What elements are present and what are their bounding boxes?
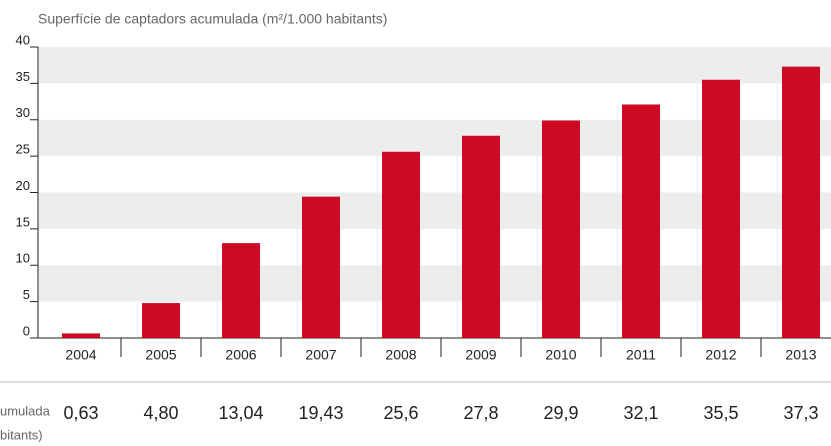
x-tick-label: 2004 <box>65 347 96 363</box>
x-tick-label: 2005 <box>145 347 176 363</box>
value-label: 29,9 <box>543 403 578 423</box>
grid-band <box>38 265 831 302</box>
value-label: 37,3 <box>783 403 818 423</box>
y-tick-label: 15 <box>16 214 30 229</box>
value-label: 0,63 <box>63 403 98 423</box>
bar <box>302 196 340 338</box>
value-label: 25,6 <box>383 403 418 423</box>
bar <box>622 104 660 338</box>
bar <box>142 303 180 338</box>
x-tick-label: 2011 <box>626 347 656 363</box>
bar <box>382 151 420 338</box>
value-label: 19,43 <box>298 403 343 423</box>
bar <box>62 333 100 338</box>
x-tick-label: 2006 <box>225 347 256 363</box>
bar <box>222 243 260 338</box>
row-label: bitants) <box>0 427 43 442</box>
bar <box>782 66 820 338</box>
x-tick-label: 2013 <box>785 347 816 363</box>
x-tick-label: 2009 <box>465 347 496 363</box>
bar <box>462 135 500 338</box>
y-tick-label: 20 <box>16 178 30 193</box>
bar <box>702 79 740 339</box>
x-tick-label: 2008 <box>385 347 416 363</box>
x-tick-label: 2010 <box>545 347 576 363</box>
y-tick-label: 10 <box>16 251 30 266</box>
x-tick-label: 2007 <box>305 347 336 363</box>
y-tick-label: 0 <box>23 323 30 338</box>
grid-bands <box>38 47 831 302</box>
value-label: 32,1 <box>623 403 658 423</box>
y-tick-label: 30 <box>16 105 30 120</box>
chart-title: Superfície de captadors acumulada (m²/1.… <box>38 11 387 27</box>
value-label: 27,8 <box>463 403 498 423</box>
x-tick-label: 2012 <box>705 347 736 363</box>
grid-band <box>38 47 831 84</box>
y-tick-label: 25 <box>16 142 30 157</box>
y-tick-label: 40 <box>16 32 30 47</box>
value-label: 35,5 <box>703 403 738 423</box>
y-tick-label: 5 <box>23 287 30 302</box>
value-label: 4,80 <box>143 403 178 423</box>
value-label: 13,04 <box>218 403 263 423</box>
bar <box>542 120 580 338</box>
row-label: umulada <box>0 403 51 418</box>
grid-band <box>38 192 831 229</box>
grid-band <box>38 119 831 157</box>
y-tick-label: 35 <box>16 69 30 84</box>
